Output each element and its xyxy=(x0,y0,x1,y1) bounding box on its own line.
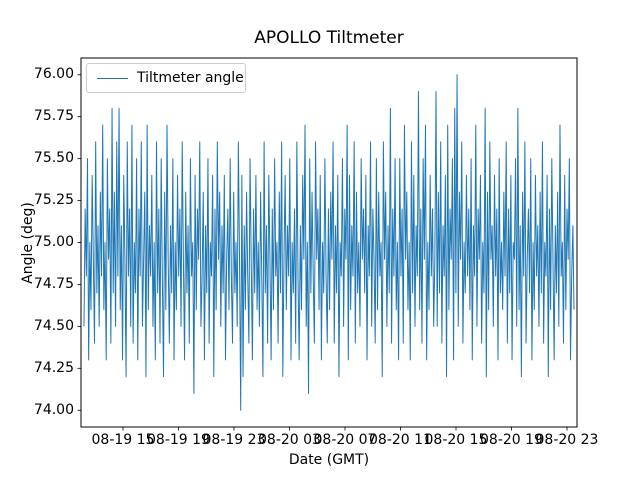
legend-label: Tiltmeter angle xyxy=(137,70,244,86)
legend-line-sample xyxy=(97,77,128,79)
y-tick-label: 74.00 xyxy=(33,401,74,418)
x-tick-label: 08-20 07 xyxy=(313,432,377,448)
y-tick-label: 74.50 xyxy=(33,317,74,334)
x-tick-label: 08-20 11 xyxy=(369,432,432,448)
y-tick-label: 76.00 xyxy=(33,66,74,83)
y-tick-label: 75.75 xyxy=(33,108,74,125)
y-tick-label: 75.50 xyxy=(33,150,74,167)
chart-title: APOLLO Tiltmeter xyxy=(254,28,404,48)
x-tick-label: 08-19 23 xyxy=(202,432,266,448)
y-tick-label: 75.25 xyxy=(33,192,74,209)
x-tick-label: 08-20 03 xyxy=(258,432,321,448)
x-tick-label: 08-20 23 xyxy=(535,432,599,448)
x-tick-label: 08-19 19 xyxy=(147,432,210,448)
y-tick-label: 75.00 xyxy=(33,234,74,250)
y-tick-label: 74.75 xyxy=(33,275,74,292)
x-tick-label: 08-19 15 xyxy=(91,432,155,448)
y-tick-label: 74.25 xyxy=(33,359,74,376)
legend: Tiltmeter angle xyxy=(86,63,246,93)
x-tick-label: 08-20 19 xyxy=(480,432,543,448)
x-axis-label: Date (GMT) xyxy=(288,452,370,468)
x-tick-label: 08-20 15 xyxy=(424,432,488,448)
tiltmeter-line xyxy=(83,74,575,411)
